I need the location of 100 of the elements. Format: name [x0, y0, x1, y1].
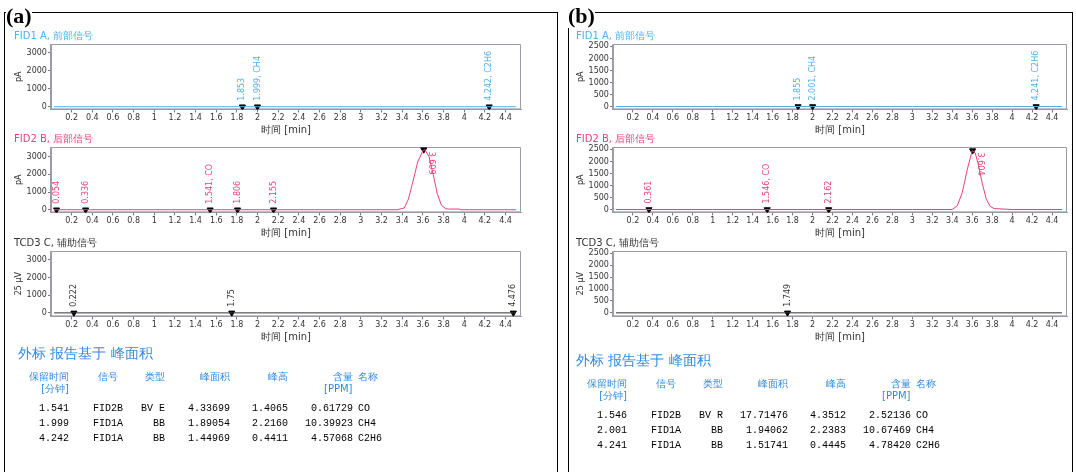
- x-tick-label: 4.4: [499, 216, 512, 226]
- x-tick-label: 2.6: [313, 216, 326, 226]
- annotation: 1.546, CO: [762, 163, 772, 204]
- text: FID1A: [93, 418, 124, 430]
- annotation: 4.476: [508, 283, 518, 307]
- text: 信号: [98, 371, 118, 383]
- y-tick-label: 1000: [26, 290, 47, 300]
- x-tick-label: 1.2: [726, 216, 740, 226]
- annotation: 0.054: [51, 180, 61, 204]
- text: 0.4411: [252, 433, 289, 445]
- annotation: 1.75: [226, 289, 236, 307]
- x-tick-label: 3.4: [395, 113, 409, 123]
- x-tick-label: 3.4: [395, 320, 409, 330]
- x-tick-label: 3.4: [945, 216, 959, 226]
- y-tick-label: 1000: [26, 83, 47, 93]
- x-tick-label: 0.4: [646, 320, 660, 330]
- text: 4.241: [597, 440, 628, 452]
- x-tick-label: 2.6: [866, 113, 879, 123]
- x-tick-label: 2: [809, 320, 816, 330]
- x-tick-label: 3.6: [416, 113, 430, 123]
- y-tick-label: 1000: [588, 77, 609, 87]
- annotation: 3.604: [975, 152, 985, 176]
- x-tick-label: 0.6: [666, 113, 680, 123]
- text: 信号: [656, 378, 676, 390]
- x-axis-title: 时间 [min]: [261, 226, 311, 238]
- x-tick-label: 3.4: [945, 113, 959, 123]
- x-tick-label: 0.2: [626, 320, 640, 330]
- y-tick-label: 0: [41, 101, 47, 111]
- x-tick-label: 2: [809, 216, 816, 226]
- annotation: 4.241, C2H6: [1031, 50, 1041, 101]
- text: BB: [153, 433, 166, 445]
- x-tick-label: 4.4: [499, 113, 512, 123]
- x-tick-label: 1.4: [746, 113, 760, 123]
- text: 外标 报告基于 峰面积: [18, 345, 153, 363]
- x-tick-label: 4.2: [478, 113, 492, 123]
- x-tick-label: 1: [710, 216, 716, 226]
- text: 1.44969: [188, 433, 231, 445]
- x-tick-label: 1.8: [230, 320, 244, 330]
- x-tick-label: 4.2: [478, 216, 492, 226]
- text: 4.3512: [810, 410, 847, 422]
- annotation: 2.155: [268, 180, 278, 204]
- x-tick-label: 3: [358, 320, 364, 330]
- text: 名称: [358, 371, 378, 383]
- x-tick-label: 0.6: [106, 320, 120, 330]
- x-tick-label: 2.2: [826, 216, 839, 226]
- y-tick-label: 2500: [588, 144, 609, 154]
- x-tick-label: 2.6: [313, 113, 326, 123]
- x-tick-label: 1.2: [168, 216, 182, 226]
- x-tick-label: 0.6: [106, 113, 120, 123]
- chart-title: TCD3 C, 辅助信号: [575, 236, 660, 248]
- x-tick-label: 1.8: [230, 113, 244, 123]
- x-tick-label: 1.6: [209, 320, 223, 330]
- text: C2H6: [358, 433, 383, 445]
- annotation: 1.749: [782, 283, 792, 307]
- annotation: 4.242, C2H6: [484, 50, 494, 101]
- x-tick-label: 1: [151, 216, 157, 226]
- y-axis-title: 25 μV: [13, 271, 23, 296]
- text: 1.4065: [252, 403, 289, 415]
- x-tick-label: 2.8: [886, 216, 899, 226]
- y-tick-label: 3000: [26, 254, 47, 264]
- annotation: 0.222: [68, 283, 78, 307]
- x-tick-label: 2: [255, 216, 261, 226]
- x-tick-label: 3: [358, 113, 364, 123]
- x-axis-title: 时间 [min]: [815, 226, 865, 238]
- x-tick-label: 2.8: [333, 113, 347, 123]
- y-tick-label: 1000: [588, 180, 609, 190]
- x-tick-label: 1.4: [746, 320, 760, 330]
- y-tick-label: 1500: [588, 65, 609, 75]
- text: CH4: [916, 425, 935, 437]
- text: 10.67469: [863, 425, 912, 437]
- x-tick-label: 3.4: [395, 216, 409, 226]
- text: 峰高: [826, 378, 846, 390]
- text: 4.78420: [869, 440, 912, 452]
- x-tick-label: 1.6: [209, 216, 223, 226]
- x-tick-label: 1.8: [786, 320, 799, 330]
- y-tick-label: 500: [593, 296, 609, 306]
- x-tick-label: 1.6: [766, 216, 779, 226]
- x-tick-label: 1.8: [786, 216, 799, 226]
- x-tick-label: 1.8: [786, 113, 799, 123]
- x-tick-label: 0.8: [127, 216, 140, 226]
- text: 2.001: [597, 425, 628, 437]
- x-tick-label: 0.6: [666, 216, 680, 226]
- x-tick-label: 4: [461, 113, 467, 123]
- text: FID1A: [651, 425, 682, 437]
- text: FID1A: [93, 433, 124, 445]
- text: 4.33699: [188, 403, 231, 415]
- text: 4.57068: [311, 433, 354, 445]
- x-tick-label: 4: [461, 320, 467, 330]
- x-tick-label: 4.2: [478, 320, 492, 330]
- x-tick-label: 3: [909, 216, 915, 226]
- x-tick-label: 2.8: [886, 320, 899, 330]
- x-tick-label: 4.2: [1025, 216, 1039, 226]
- x-tick-label: 3.8: [985, 216, 999, 226]
- annotation: 0.336: [80, 180, 90, 204]
- x-tick-label: 1.4: [189, 216, 202, 226]
- annotation: 0.361: [644, 180, 654, 204]
- y-tick-label: 2500: [588, 248, 609, 258]
- x-tick-label: 3: [909, 113, 915, 123]
- x-tick-label: 4: [1009, 320, 1015, 330]
- x-axis-title: 时间 [min]: [815, 123, 865, 135]
